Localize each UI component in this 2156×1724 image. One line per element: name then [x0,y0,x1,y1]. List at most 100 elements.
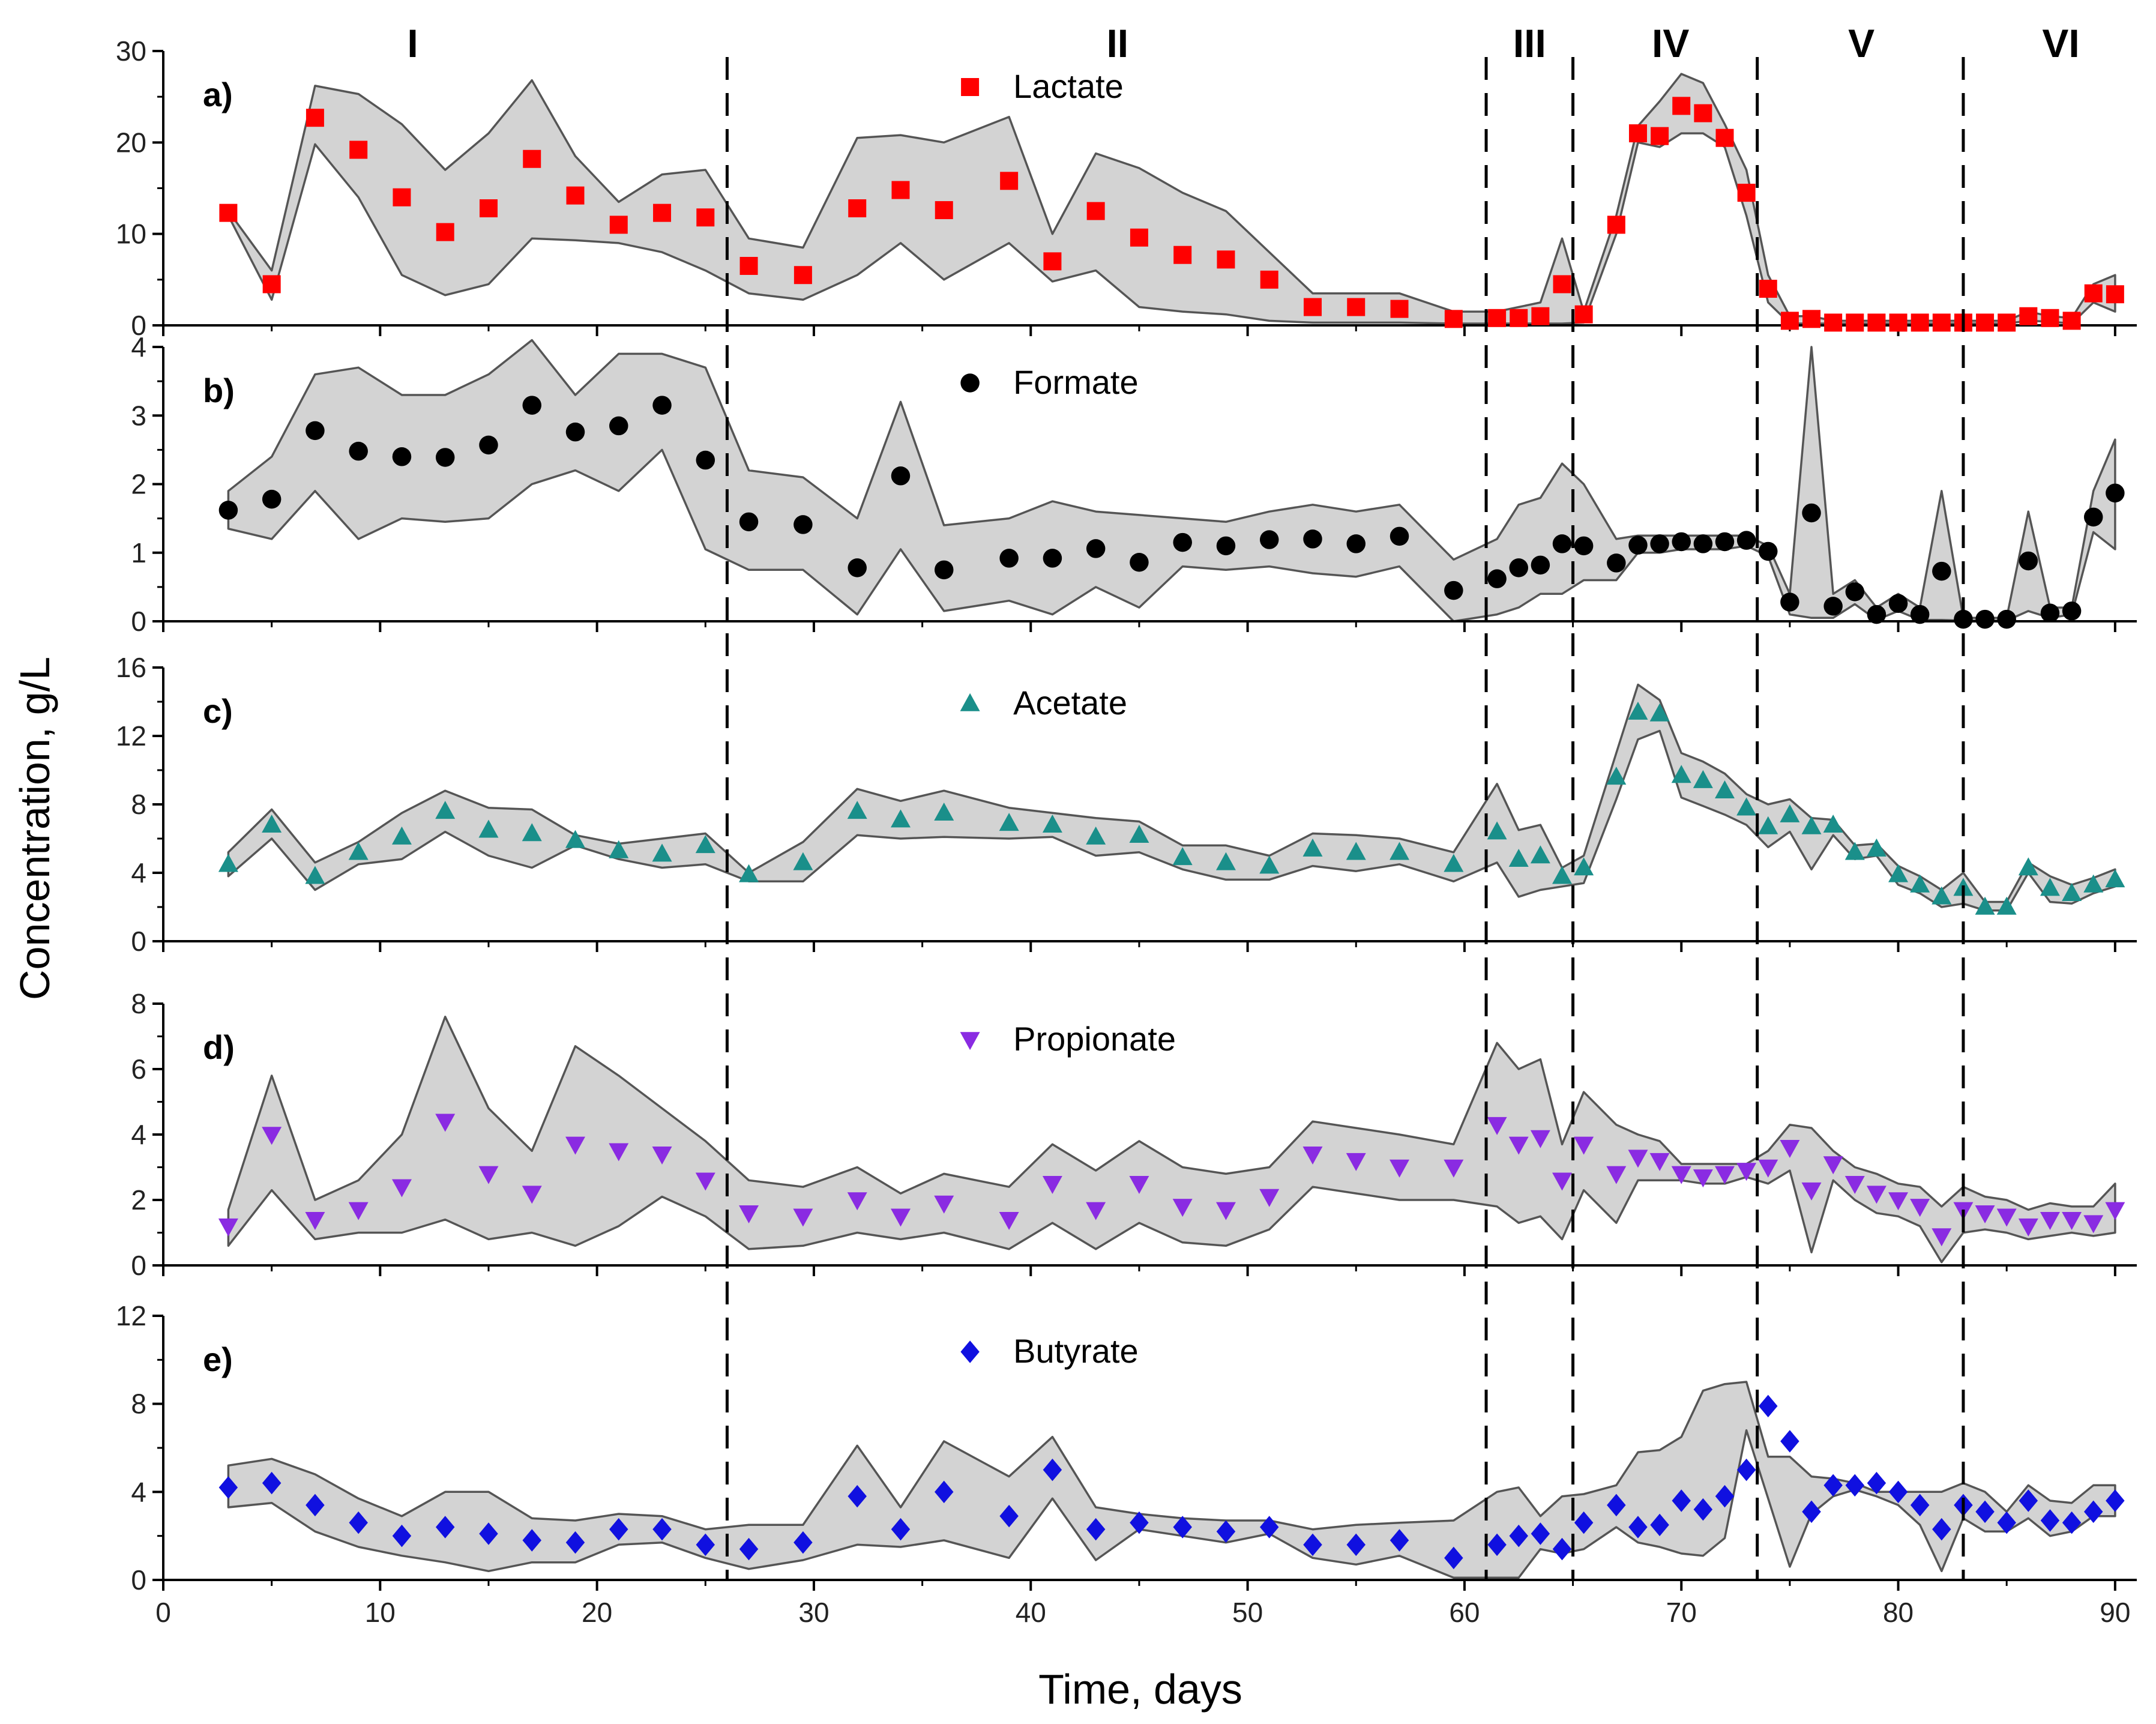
acetate-y-tick-label: 8 [131,789,146,820]
propionate-point [695,1172,715,1191]
butyrate-y-tick-label: 0 [131,1564,146,1596]
x-tick-label: 20 [582,1597,612,1628]
formate-point [1932,561,1951,581]
butyrate-point [1715,1484,1735,1508]
x-axis-title: Time, days [1038,1666,1242,1713]
butyrate-point [891,1518,911,1541]
propionate-point [1042,1176,1062,1194]
acetate-point [652,843,672,862]
acetate-point [999,813,1019,831]
propionate-y-tick-label: 4 [131,1119,146,1150]
propionate-point [1628,1150,1648,1168]
formate-point [1759,541,1778,561]
butyrate-point [652,1518,672,1541]
formate-point [1650,534,1669,553]
propionate-point [2062,1211,2082,1230]
acetate-point [1671,765,1691,783]
butyrate-point [1043,1458,1062,1481]
lactate-point [1998,313,2016,332]
lactate-point [609,216,628,234]
formate-point [2083,507,2103,527]
panel-letter-lactate: a) [203,76,233,113]
acetate-point [1823,814,1843,833]
panel-letter-butyrate: e) [203,1340,233,1378]
formate-point [1975,609,1995,629]
x-tick-label: 60 [1449,1597,1480,1628]
butyrate-point [1910,1493,1930,1517]
formate-point [793,515,813,534]
butyrate-point [2106,1489,2125,1512]
propionate-range-band [227,1016,2116,1264]
propionate-point [1390,1159,1410,1178]
lactate-point [2062,312,2081,330]
butyrate-point [1736,1458,1756,1481]
butyrate-y-tick-label: 12 [116,1300,146,1331]
propionate-point [1552,1172,1573,1191]
formate-point [1487,569,1507,588]
butyrate-point [1531,1522,1550,1545]
formate-point [609,416,628,436]
formate-point [2019,551,2038,571]
formate-y-tick-label: 2 [131,469,146,500]
propionate-point [2040,1211,2060,1230]
butyrate-legend: Butyrate [960,1332,1139,1370]
formate-point [1802,503,1821,523]
butyrate-point [1845,1474,1865,1497]
phase-label-i: I [407,21,418,65]
lactate-point [1607,216,1625,234]
lactate-point [1553,275,1571,294]
acetate-point [1172,847,1193,866]
butyrate-point [262,1471,282,1495]
propionate-point [847,1192,867,1211]
butyrate-point [1888,1480,1908,1504]
formate-point [1888,594,1908,613]
x-tick-label: 30 [798,1597,829,1628]
formate-y-tick-label: 1 [131,537,146,568]
butyrate-point [2040,1509,2060,1532]
propionate-y-tick-label: 6 [131,1053,146,1085]
acetate-point [1606,767,1627,785]
butyrate-point [392,1524,412,1548]
propionate-point [739,1205,759,1224]
propionate-point [1574,1136,1594,1155]
propionate-point [1823,1156,1843,1175]
acetate-point [1910,874,1930,893]
butyrate-point [1802,1500,1821,1524]
butyrate-legend-marker [960,1340,980,1363]
acetate-point [739,864,759,882]
acetate-point [1866,838,1886,857]
acetate-point [2062,882,2082,901]
phase-label-iii: III [1513,21,1546,65]
formate-legend-label: Formate [1013,363,1139,401]
formate-point [262,489,282,509]
lactate-point [935,201,953,220]
propionate-point [305,1211,325,1230]
acetate-point [1042,814,1062,833]
butyrate-y-tick-label: 8 [131,1388,146,1420]
phase-boundaries-layer [725,57,1965,1580]
propionate-point [793,1208,813,1227]
acetate-point [934,803,954,821]
propionate-point [1996,1208,2017,1227]
acetate-point [2040,878,2060,896]
formate-point [306,421,325,441]
formate-point [1867,604,1886,624]
formate-point [1736,531,1756,550]
butyrate-point [1130,1511,1149,1534]
propionate-point [1444,1159,1464,1178]
propionate-point [2083,1215,2104,1234]
propionate-point [435,1114,456,1132]
butyrate-point [1867,1471,1886,1495]
butyrate-point [565,1531,585,1554]
acetate-range-band [227,683,2116,912]
formate-point [392,447,412,466]
formate-point [1607,553,1626,573]
butyrate-point [934,1480,954,1504]
lactate-point [1000,172,1019,190]
x-axis-layer: 0 10 20 30 40 50 60 70 80 90 [155,1597,2130,1628]
propionate-point [1693,1169,1713,1188]
acetate-point [1259,855,1280,874]
phase-label-iv: IV [1652,21,1689,65]
propionate-point [1910,1199,1930,1217]
acetate-point [1530,845,1550,864]
